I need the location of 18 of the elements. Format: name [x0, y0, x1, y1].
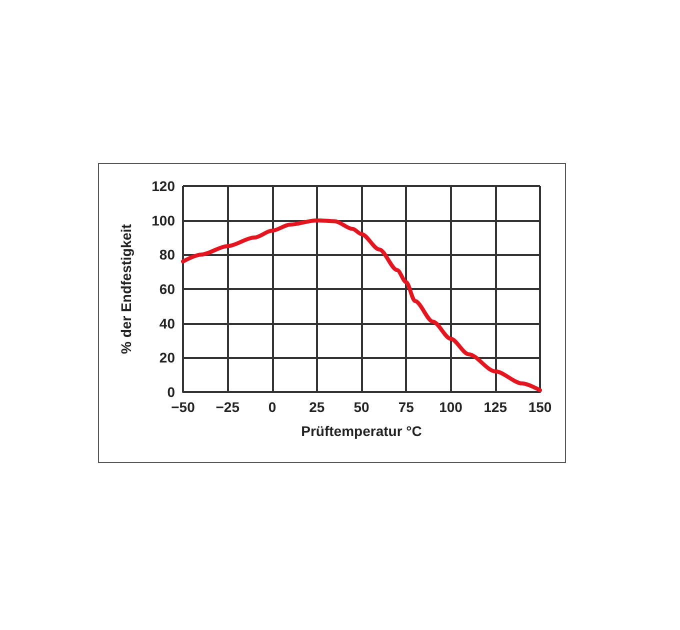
- x-tick-label: 150: [528, 399, 552, 415]
- x-tick-label: 125: [484, 399, 508, 415]
- y-tick-label: 40: [159, 315, 176, 332]
- y-tick-label: 60: [159, 281, 176, 297]
- x-tick-label: 0: [268, 399, 276, 415]
- y-tick-label: 120: [152, 178, 176, 194]
- x-tick-label: 50: [354, 399, 370, 415]
- x-axis-title: Prüftemperatur °C: [301, 423, 422, 439]
- x-tick-label: 75: [398, 399, 414, 415]
- y-tick-label: 100: [152, 212, 176, 228]
- y-tick-label: 20: [159, 350, 176, 366]
- y-axis-title: % der Endfestigkeit: [118, 224, 134, 354]
- x-tick-label: −50: [171, 399, 196, 415]
- x-tick-label: 100: [439, 399, 463, 415]
- x-tick-label: 25: [309, 399, 325, 415]
- x-tick-label: −25: [216, 399, 240, 415]
- y-tick-label: 0: [167, 384, 176, 400]
- y-tick-label: 80: [159, 246, 176, 263]
